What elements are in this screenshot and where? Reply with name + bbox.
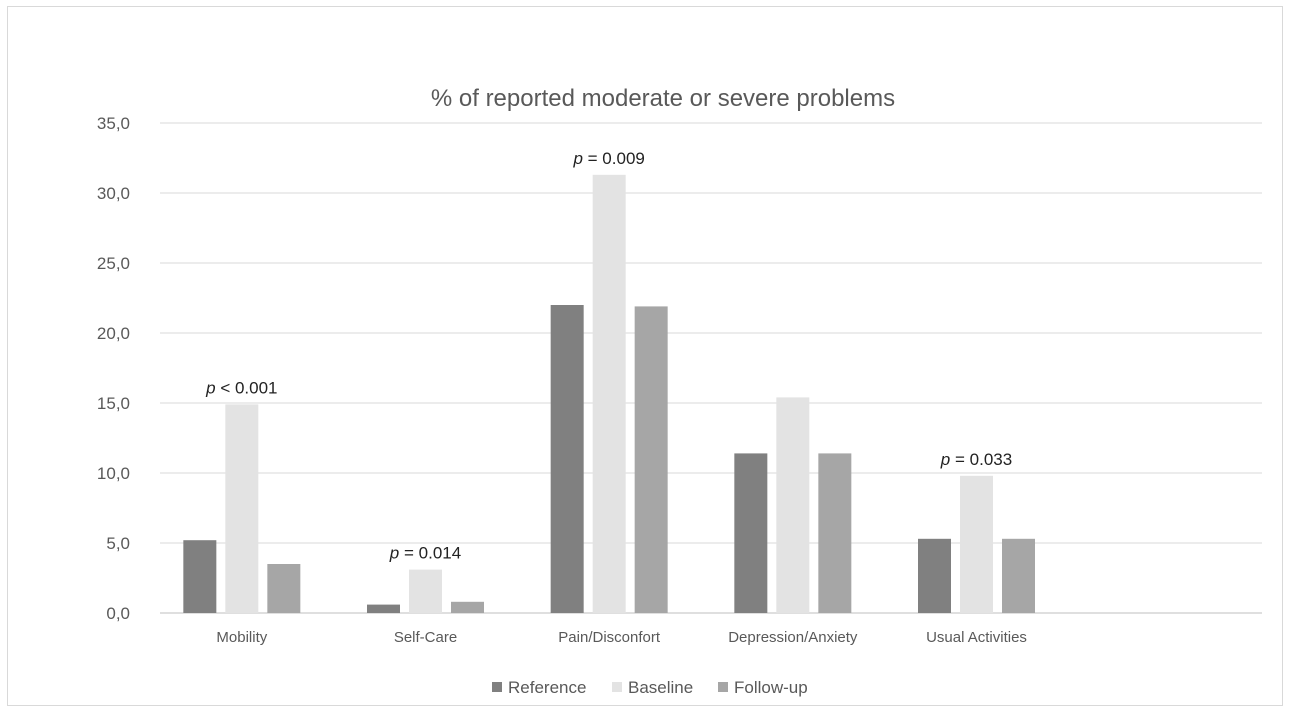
y-tick-label: 25,0 <box>97 254 130 273</box>
y-tick-label: 10,0 <box>97 464 130 483</box>
legend-label-reference: Reference <box>508 678 586 697</box>
y-tick-label: 30,0 <box>97 184 130 203</box>
bar-follow-up-0 <box>267 564 301 613</box>
gridlines <box>160 122 1262 614</box>
x-axis-categories: Mobility Self-Care Pain/Disconfort Depressi… <box>216 629 1027 646</box>
bar-baseline-4 <box>960 475 993 613</box>
legend-swatch-baseline <box>612 682 622 692</box>
bar-follow-up-3 <box>818 453 852 613</box>
y-tick-label: 20,0 <box>97 324 130 343</box>
bar-reference-4 <box>918 538 951 613</box>
bars <box>183 174 1035 614</box>
bar-baseline-2 <box>592 174 626 614</box>
bar-baseline-1 <box>409 569 442 613</box>
y-axis-ticks: 0,0 5,0 10,0 15,0 20,0 25,0 30,0 35,0 <box>97 114 130 623</box>
bar-follow-up-4 <box>1002 538 1035 613</box>
chart-title: % of reported moderate or severe problem… <box>431 85 895 112</box>
x-category-label: Mobility <box>216 629 267 646</box>
x-category-label: Pain/Disconfort <box>558 629 661 646</box>
p-value-annotation: p = 0.033 <box>940 450 1012 469</box>
p-value-annotation: p = 0.009 <box>572 149 644 168</box>
y-tick-label: 15,0 <box>97 394 130 413</box>
x-category-label: Usual Activities <box>926 629 1027 646</box>
bar-reference-1 <box>367 604 400 613</box>
bar-baseline-0 <box>225 404 259 613</box>
bar-reference-0 <box>183 540 217 613</box>
legend-label-baseline: Baseline <box>628 678 693 697</box>
p-value-annotation: p = 0.014 <box>389 544 461 563</box>
legend-label-follow-up: Follow-up <box>734 678 808 697</box>
p-value-annotation: p < 0.001 <box>205 378 277 397</box>
x-category-label: Self-Care <box>394 629 457 646</box>
bar-follow-up-1 <box>451 601 484 613</box>
x-category-label: Depression/Anxiety <box>728 629 858 646</box>
y-tick-label: 0,0 <box>106 604 130 623</box>
y-tick-label: 5,0 <box>106 534 130 553</box>
bar-reference-2 <box>550 305 584 613</box>
legend: Reference Baseline Follow-up <box>492 678 808 697</box>
bar-follow-up-2 <box>634 306 668 613</box>
y-tick-label: 35,0 <box>97 114 130 133</box>
bar-reference-3 <box>734 453 768 613</box>
legend-swatch-reference <box>492 682 502 692</box>
legend-swatch-follow-up <box>718 682 728 692</box>
annotations: p < 0.001 p = 0.014 p = 0.009 p = 0.033 <box>205 149 1012 563</box>
bar-baseline-3 <box>776 397 810 613</box>
